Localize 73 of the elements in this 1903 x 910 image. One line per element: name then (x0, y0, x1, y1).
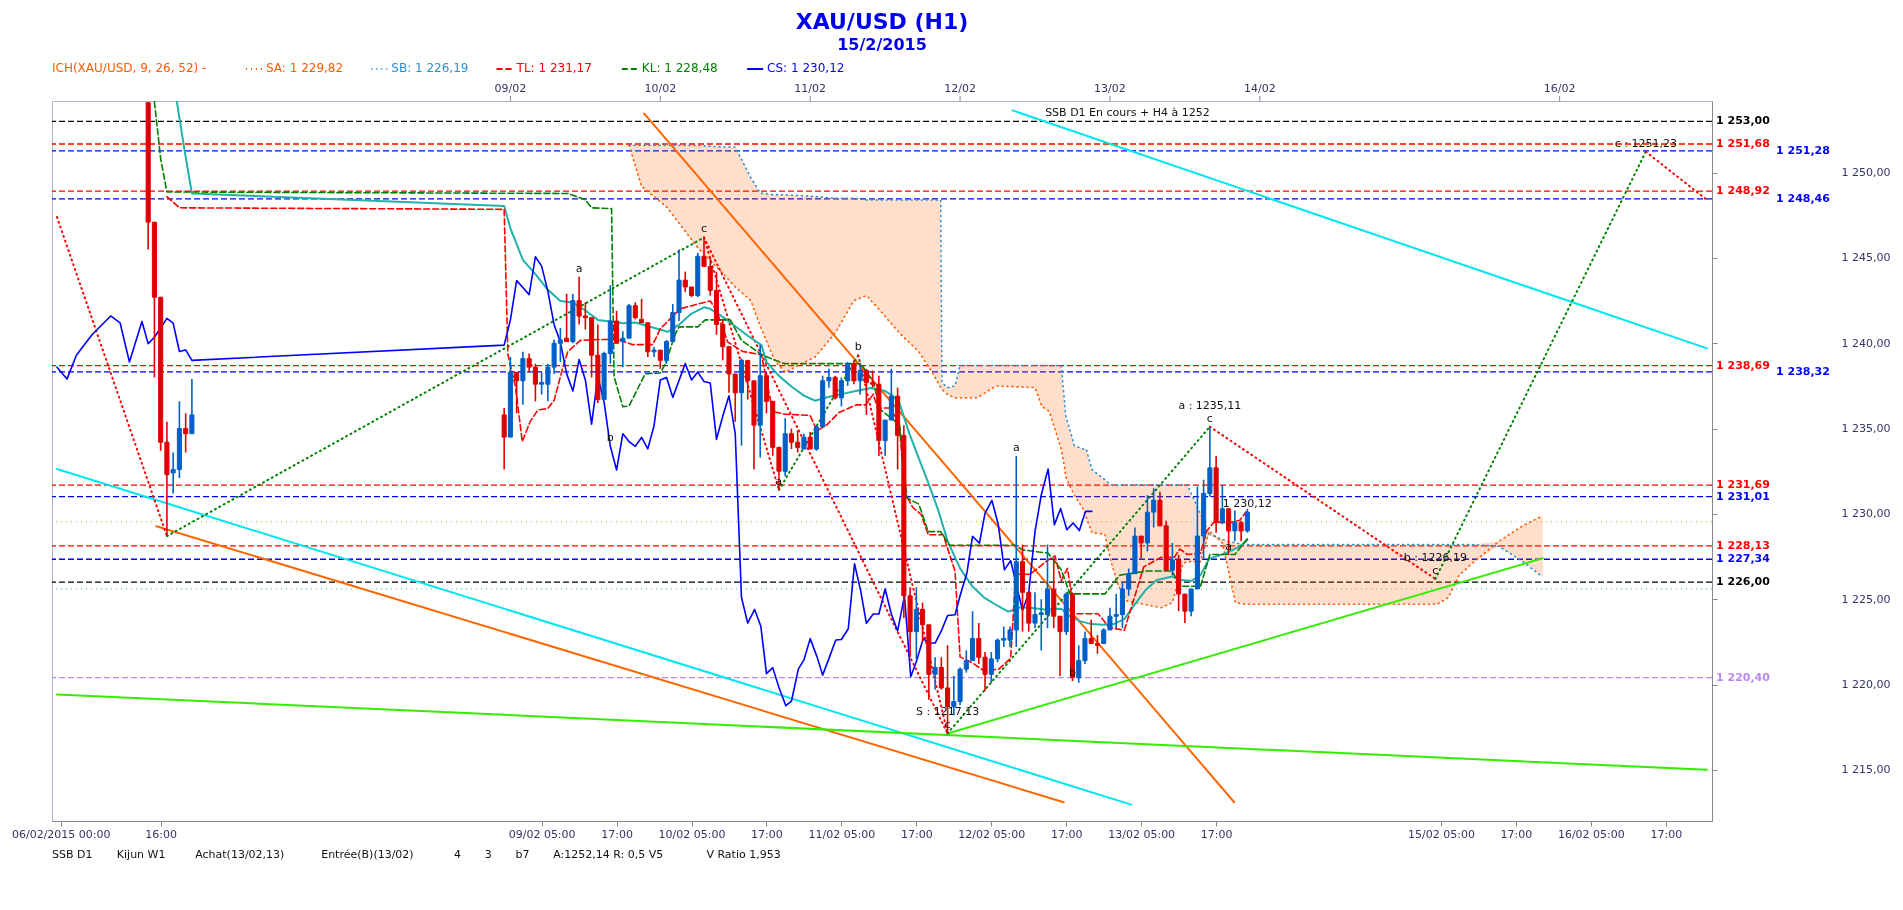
annotation: a (1012, 440, 1020, 454)
annotation: a (575, 261, 583, 275)
x-tick-label: 17:00 (901, 827, 933, 841)
x-tick-label: 17:00 (1500, 827, 1533, 841)
annotation: c (700, 222, 708, 236)
x-tick-label: 15/02 05:00 (1408, 827, 1475, 841)
text: Kijun W1 (116, 848, 166, 861)
x-tick-label: 17:00 (751, 827, 783, 841)
y-tick-label: 1 250,00 (1841, 166, 1891, 180)
x2-tick-label: 12/02 (944, 82, 976, 95)
ref-line-label: 1 248,92 (1716, 184, 1770, 198)
chart-title: XAU/USD (H1) (795, 9, 969, 34)
ref-line-label: 1 228,13 (1716, 538, 1770, 552)
legend-label: CS: 1 230,12 (767, 61, 845, 75)
ref-line-label: 1 231,69 (1716, 478, 1770, 492)
annotation: a : 1235,11 (1178, 398, 1242, 412)
annotation: SSB D1 En cours + H4 à 1252 (1045, 106, 1210, 120)
ref-line-label: 1 253,00 (1716, 114, 1771, 128)
ref-line-label: 1 251,28 (1776, 143, 1830, 157)
text: 4 (454, 848, 461, 861)
y-tick-label: 1 235,00 (1841, 422, 1891, 436)
y-tick-label: 1 245,00 (1841, 251, 1891, 265)
legend-title: ICH(XAU/USD, 9, 26, 52) - (52, 61, 207, 75)
text: Achat(13/02,13) (195, 848, 285, 861)
y-tick-label: 1 215,00 (1841, 763, 1891, 777)
y-tick-label: 1 240,00 (1841, 336, 1891, 350)
legend-label: TL: 1 231,17 (515, 61, 592, 75)
annotation: c (944, 718, 951, 732)
x2-tick-label: 10/02 (644, 82, 677, 95)
ref-line-label: 1 231,01 (1716, 489, 1770, 503)
x-tick-label: 16/02 05:00 (1557, 827, 1625, 841)
annotation: a (1225, 539, 1232, 553)
x2-tick-label: 09/02 (494, 82, 527, 95)
x-tick-label: 17:00 (1650, 827, 1683, 841)
x-tick-label: 10/02 05:00 (658, 827, 726, 841)
y-tick-label: 1 225,00 (1841, 592, 1891, 606)
legend-label: SA: 1 229,82 (266, 61, 344, 75)
text: A:1252,14 R: 0,5 V5 (553, 848, 664, 861)
ref-line-label: 1 226,00 (1716, 575, 1771, 589)
y-tick-label: 1 230,00 (1841, 507, 1891, 521)
text: SSB D1 (52, 848, 93, 861)
annotation: 1 230,12 (1222, 497, 1272, 511)
x2-tick-label: 16/02 (1543, 82, 1576, 95)
x-tick-label: 13/02 05:00 (1108, 827, 1176, 841)
annotation: c (1432, 563, 1439, 577)
annotation: a (775, 475, 783, 488)
ref-line-label: 1 251,68 (1716, 137, 1770, 150)
legend-label: KL: 1 228,48 (641, 61, 718, 75)
x-tick-label: 17:00 (601, 827, 633, 841)
text: Entrée(B)(13/02) (321, 848, 414, 861)
ref-line-label: 1 238,69 (1716, 358, 1770, 372)
chart-subtitle: 15/2/2015 (837, 35, 927, 54)
ref-line-label: 1 248,46 (1776, 191, 1831, 205)
x2-tick-label: 13/02 (1094, 82, 1126, 95)
annotation: c (1206, 411, 1213, 425)
legend-label: SB: 1 226,19 (391, 61, 469, 75)
x-tick-label: 06/02/2015 00:00 (11, 827, 111, 841)
x-tick-label: 16:00 (145, 827, 178, 841)
x2-tick-label: 11/02 (794, 82, 827, 95)
x-tick-label: 12/02 05:00 (958, 827, 1026, 841)
ref-line-label: 1 220,40 (1716, 670, 1771, 684)
ref-line-label: 1 238,32 (1776, 364, 1830, 378)
annotation: b (854, 340, 862, 354)
ref-line-label: 1 227,34 (1716, 552, 1771, 566)
text: 3 (484, 848, 492, 861)
x-tick-label: 17:00 (1200, 827, 1233, 841)
x-tick-label: 17:00 (1050, 827, 1083, 841)
x2-tick-label: 14/02 (1243, 82, 1276, 95)
x-tick-label: 11/02 05:00 (808, 827, 876, 841)
x-tick-label: 09/02 05:00 (508, 827, 576, 841)
y-tick-label: 1 220,00 (1841, 678, 1891, 692)
text: b7 (515, 848, 530, 861)
text: V Ratio 1,953 (706, 848, 781, 861)
